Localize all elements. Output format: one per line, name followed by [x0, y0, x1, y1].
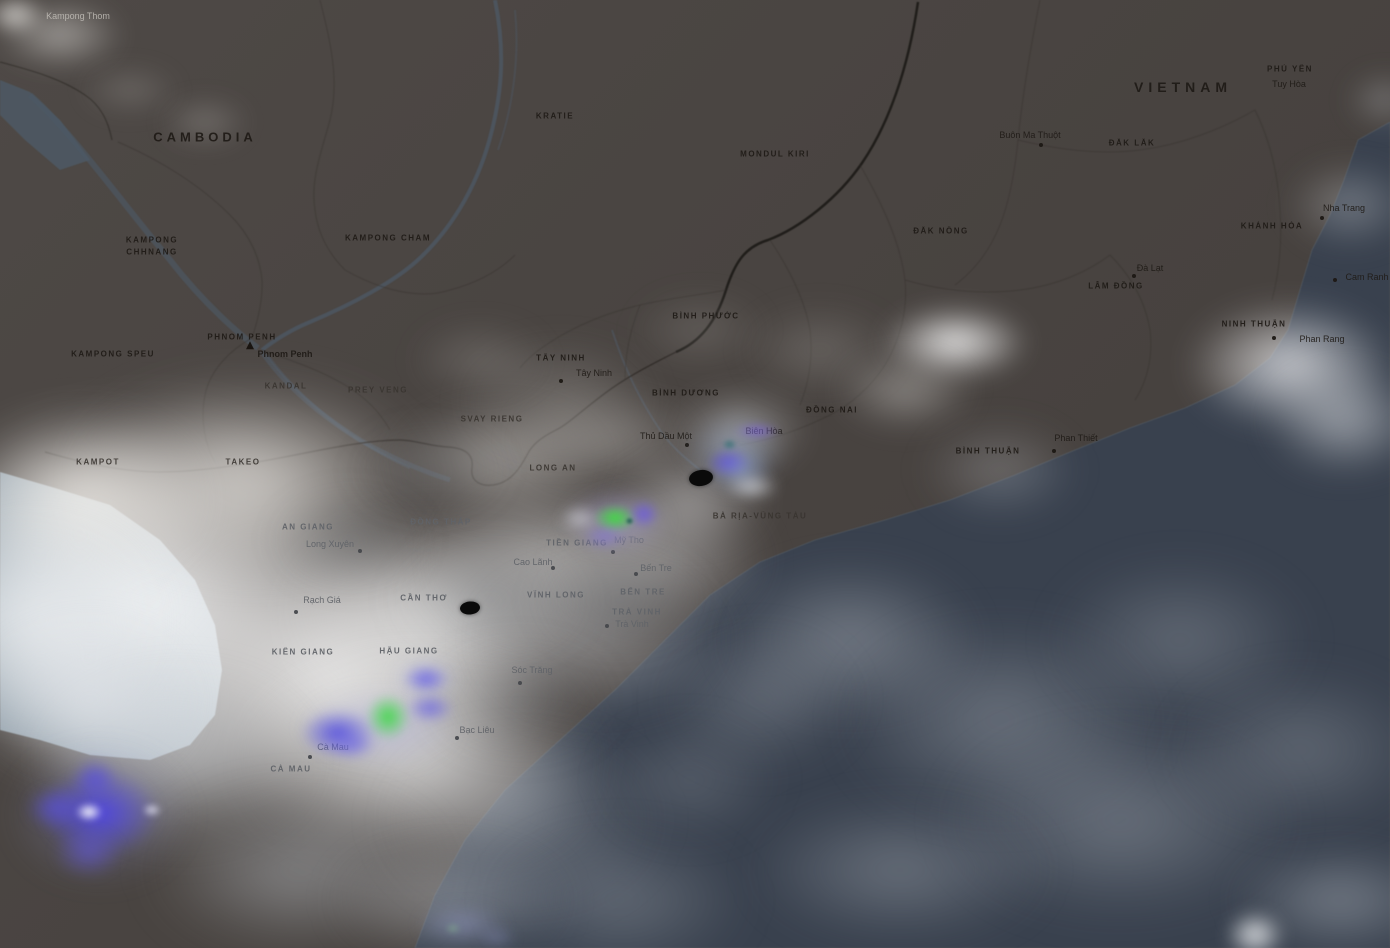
city-label: Long Xuyên	[305, 539, 355, 549]
city-dot	[455, 736, 459, 740]
province-label: KAMPONG	[125, 235, 179, 245]
mekong-braid	[497, 9, 518, 151]
country-label-vietnam: VIETNAM	[1134, 79, 1232, 95]
city-label: Đà Lạt	[1136, 263, 1164, 273]
province-label: CÀ MAU	[270, 764, 312, 774]
province-label: MONDUL KIRI	[740, 149, 810, 159]
city-label: Tuy Hòa	[1272, 79, 1306, 89]
province-label: KAMPONG CHAM	[345, 233, 431, 243]
city-label: Phan Rang	[1299, 334, 1345, 344]
province-label: PREY VENG	[347, 385, 409, 395]
province-label: VĨNH LONG	[527, 590, 585, 600]
province-label: CHHNANG	[126, 247, 178, 257]
city-dot	[358, 549, 362, 553]
city-dot	[605, 624, 609, 628]
city-dot	[294, 610, 298, 614]
province-label: LONG AN	[529, 463, 577, 473]
province-label: ĐẮK LẮK	[1108, 138, 1156, 148]
city-dot	[1039, 143, 1043, 147]
city-label: Buôn Ma Thuột	[999, 130, 1061, 140]
city-dot	[1052, 449, 1056, 453]
city-label: Cao Lãnh	[513, 557, 553, 567]
province-label: KAMPOT	[76, 457, 120, 467]
tonle-sap-river	[28, 92, 260, 351]
city-dot	[1272, 336, 1276, 340]
city-label: Phnom Penh	[257, 349, 313, 359]
city-dot	[1333, 278, 1337, 282]
province-label: ĐẮK NÔNG	[913, 226, 969, 236]
city-label: Cam Ranh	[1345, 272, 1389, 282]
province-label: KIÊN GIANG	[271, 647, 335, 657]
city-label: Nha Trang	[1322, 203, 1366, 213]
city-dot	[551, 566, 555, 570]
city-dot	[518, 681, 522, 685]
city-label: Bạc Liêu	[459, 725, 495, 735]
province-label: BÌNH DƯƠNG	[651, 388, 721, 398]
city-label: Thủ Dầu Một	[639, 431, 693, 441]
province-borders	[117, 0, 1282, 463]
province-label: TRÀ VINH	[612, 607, 662, 617]
province-label: SVAY RIENG	[460, 414, 524, 424]
province-label: AN GIANG	[282, 522, 334, 532]
can-tho-dot	[459, 600, 481, 616]
province-label: KHÁNH HÒA	[1240, 221, 1304, 231]
city-dot	[308, 755, 312, 759]
province-label: BÌNH THUẬN	[955, 446, 1021, 456]
city-label: Tây Ninh	[575, 368, 613, 378]
province-label: KRATIE	[535, 111, 575, 121]
country-label-cambodia: CAMBODIA	[153, 129, 257, 145]
province-label: ĐỒNG NAI	[806, 405, 858, 415]
tonle-sap-lake	[0, 80, 90, 170]
mekong-river-upper	[260, 0, 504, 352]
city-dot	[1132, 274, 1136, 278]
province-label: KANDAL	[264, 381, 308, 391]
province-label: ĐỒNG THÁP	[410, 517, 472, 527]
city-dot	[1320, 216, 1324, 220]
province-label: TÂY NINH	[536, 353, 586, 363]
province-label: BẾN TRE	[620, 587, 666, 597]
province-label: TAKEO	[225, 457, 261, 467]
province-label: PHÚ YÊN	[1267, 64, 1313, 74]
province-label: BÀ RỊA-VŨNG TÀU	[712, 511, 808, 521]
province-label: BÌNH PHƯỚC	[672, 311, 740, 321]
city-label: Trà Vinh	[615, 619, 649, 629]
city-label: Bến Tre	[640, 563, 672, 573]
city-dot	[559, 379, 563, 383]
province-label: KAMPONG SPEU	[71, 349, 155, 359]
city-label: Sóc Trăng	[511, 665, 553, 675]
province-label: PHNOM PENH	[207, 332, 277, 342]
ho-chi-minh-city-dot	[688, 468, 714, 488]
city-label: Rạch Giá	[303, 595, 341, 605]
city-label: Kampong Thom	[46, 11, 110, 21]
capital-marker	[246, 341, 254, 350]
city-dot	[634, 572, 638, 576]
city-label: Phan Thiết	[1054, 433, 1098, 443]
province-label: LÂM ĐỒNG	[1088, 281, 1144, 291]
province-label: CẦN THƠ	[400, 593, 448, 603]
province-label: HẬU GIANG	[379, 646, 439, 656]
border-vn-kh-north	[675, 1, 920, 354]
province-label: NINH THUẬN	[1221, 319, 1287, 329]
